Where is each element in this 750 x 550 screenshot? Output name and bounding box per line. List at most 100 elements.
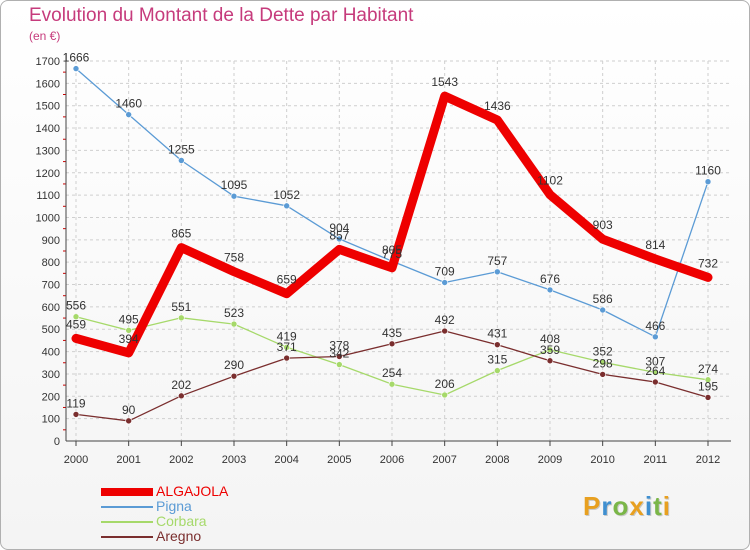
data-label-aregno: 435 [382, 326, 402, 340]
data-label-algajola: 814 [645, 238, 665, 252]
data-label-corbara: 551 [171, 300, 191, 314]
data-point-aregno [336, 353, 343, 360]
data-label-aregno: 431 [487, 327, 507, 341]
data-point-corbara [494, 367, 501, 374]
y-tick-label: 700 [42, 280, 60, 292]
data-point-corbara [125, 327, 132, 334]
data-point-pigna [599, 306, 606, 314]
legend-swatch [101, 488, 153, 496]
data-point-pigna [230, 192, 238, 200]
data-point-aregno [599, 371, 606, 378]
data-label-pigna: 676 [540, 272, 560, 286]
series-line-algajola [71, 91, 713, 358]
y-tick-label: 1300 [36, 145, 60, 157]
grid-lines [66, 60, 731, 441]
x-tick-label: 2011 [644, 454, 668, 466]
y-tick-label: 1200 [36, 168, 60, 180]
data-point-aregno [72, 411, 80, 418]
data-label-aregno: 492 [435, 313, 455, 327]
data-point-aregno [494, 341, 501, 348]
data-point-aregno [546, 357, 554, 365]
legend-label: ALGAJOLA [156, 483, 229, 499]
y-tick-label: 1400 [36, 123, 60, 135]
data-point-pigna [652, 333, 659, 341]
data-point-aregno [441, 327, 448, 335]
legend-swatch [101, 521, 153, 523]
data-label-aregno: 264 [645, 364, 665, 378]
y-tick-label: 1700 [36, 56, 60, 68]
legend-label: Aregno [156, 528, 202, 544]
data-label-pigna: 1666 [63, 51, 90, 65]
x-tick-label: 2002 [169, 454, 193, 466]
data-point-pigna [283, 202, 290, 210]
data-label-algajola: 1102 [537, 174, 563, 188]
data-point-corbara [72, 313, 80, 321]
data-label-algajola: 459 [66, 317, 86, 331]
x-tick-label: 2005 [327, 454, 351, 466]
data-point-corbara [546, 346, 554, 354]
data-point-pigna [125, 111, 132, 118]
data-point-pigna [704, 178, 712, 186]
x-tick-label: 2007 [432, 454, 456, 466]
data-point-aregno [178, 392, 185, 400]
y-tick-label: 0 [54, 436, 60, 448]
data-point-corbara [388, 380, 396, 388]
legend-label: Pigna [156, 498, 192, 514]
data-point-pigna [546, 286, 554, 294]
x-tick-label: 2009 [538, 454, 562, 466]
data-label-aregno: 298 [593, 356, 613, 370]
y-tick-label: 600 [42, 302, 60, 314]
data-label-algajola: 865 [171, 227, 191, 241]
x-tick-label: 2001 [116, 454, 140, 466]
y-tick-label: 1000 [36, 212, 60, 224]
y-tick-label: 800 [42, 257, 60, 269]
data-point-pigna [441, 279, 448, 286]
logo-letter: i [644, 491, 654, 521]
data-label-pigna: 1460 [115, 97, 142, 111]
logo-letter: r [601, 491, 613, 521]
data-label-algajola: 758 [224, 251, 244, 265]
data-label-corbara: 206 [435, 377, 455, 391]
legend-swatch [101, 506, 153, 508]
data-label-pigna: 709 [435, 265, 455, 279]
legend-label: Corbara [156, 513, 207, 529]
x-tick-label: 2012 [696, 454, 720, 466]
data-label-algajola: 659 [277, 273, 297, 287]
y-tick-label: 900 [42, 235, 60, 247]
data-label-algajola: 775 [382, 247, 402, 261]
chart-subtitle: (en €) [29, 29, 61, 43]
data-label-pigna: 1160 [695, 164, 721, 178]
y-tick-label: 1500 [36, 101, 60, 113]
data-label-pigna: 1095 [221, 178, 248, 192]
legend-swatch [101, 536, 153, 538]
data-point-pigna [494, 268, 501, 276]
data-label-algajola: 394 [119, 332, 139, 346]
logo-letter: i [662, 491, 671, 521]
data-label-algajola: 732 [698, 256, 718, 270]
data-label-corbara: 556 [66, 299, 86, 313]
data-point-corbara [599, 359, 606, 366]
data-label-corbara: 315 [487, 353, 507, 367]
data-point-pigna [336, 235, 343, 243]
chart-title: Evolution du Montant de la Dette par Hab… [29, 5, 414, 26]
data-point-aregno [388, 340, 396, 348]
logo-letter: P [583, 491, 602, 521]
x-tick-label: 2006 [380, 454, 404, 466]
data-label-corbara: 342 [329, 347, 349, 361]
proxiti-logo: Proxiti [583, 491, 671, 522]
logo-letter: t [653, 491, 663, 521]
data-point-corbara [652, 369, 659, 376]
data-point-corbara [704, 376, 712, 384]
data-label-aregno: 359 [540, 343, 560, 357]
data-point-corbara [283, 344, 290, 351]
data-label-pigna: 904 [329, 221, 349, 235]
data-label-algajola: 903 [593, 218, 613, 232]
data-label-aregno: 90 [122, 403, 136, 417]
data-point-aregno [652, 378, 659, 386]
series-lines [71, 65, 713, 425]
data-point-corbara [336, 361, 343, 368]
data-label-corbara: 352 [593, 344, 613, 358]
axes: 0 100 200 300 400 500 600 700 800 900 1000 1100 1200… [36, 53, 731, 466]
data-label-pigna: 757 [487, 254, 507, 268]
